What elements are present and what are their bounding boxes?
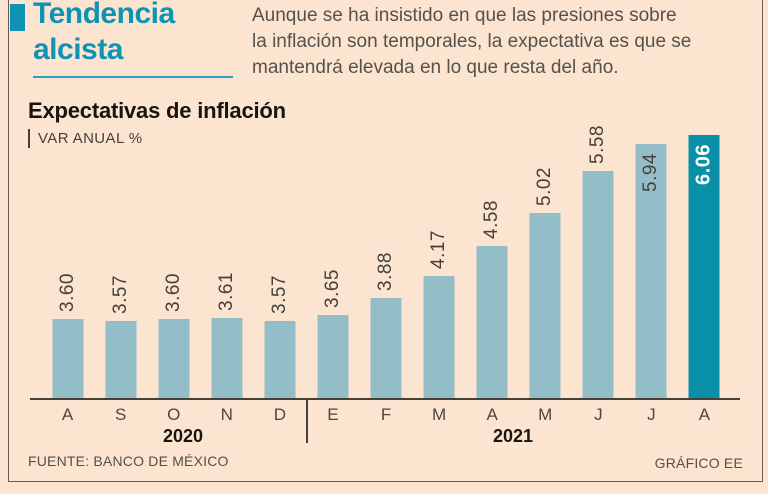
page-title: Tendencia alcista <box>33 0 175 68</box>
month-label: S <box>114 405 127 424</box>
bar <box>529 213 561 399</box>
bar <box>582 171 614 399</box>
bar-slot: 5.58 <box>572 115 625 399</box>
bar-slot: 3.60 <box>147 115 200 399</box>
bar-slot: 3.57 <box>253 115 306 399</box>
page-title-line2: alcista <box>33 33 123 66</box>
month-label: A <box>61 405 74 424</box>
bar <box>264 321 296 399</box>
bar <box>476 246 508 399</box>
bar-slot: 3.61 <box>200 115 253 399</box>
bar-slot: 4.58 <box>466 115 519 399</box>
bar-value-label: 3.57 <box>109 275 131 314</box>
bar-slot: 5.94 <box>625 115 678 399</box>
bar-highlighted <box>688 135 720 399</box>
bar-value-label: 5.94 <box>640 153 662 192</box>
bar <box>211 318 243 399</box>
month-label: J <box>647 405 656 424</box>
bar-value-label: 4.58 <box>481 200 503 239</box>
bar-slot: 4.17 <box>413 115 466 399</box>
month-label: N <box>220 405 233 424</box>
bar-value-label: 3.57 <box>268 275 290 314</box>
bar-value-label: 3.61 <box>215 272 237 311</box>
bar-value-label: 5.02 <box>534 167 556 206</box>
bar <box>317 315 349 399</box>
month-label: J <box>594 405 603 424</box>
bar-value-label: 3.65 <box>321 269 343 308</box>
page-title-line1: Tendencia <box>33 0 175 30</box>
bar-slot: 3.60 <box>41 115 94 399</box>
bar-value-label: 6.06 <box>692 144 715 185</box>
bar-value-label: 3.88 <box>375 252 396 291</box>
bar-slot: 5.02 <box>519 115 572 399</box>
bar-slot: 3.57 <box>94 115 147 399</box>
bar-value-label: 4.17 <box>428 230 450 269</box>
bar <box>52 319 84 399</box>
bar-value-label: 3.60 <box>56 273 78 312</box>
month-label: A <box>486 405 498 424</box>
bar <box>370 298 402 399</box>
chart-subtitle: VAR ANUAL % <box>28 129 142 148</box>
month-label: F <box>380 405 392 424</box>
bar-chart: 3.60 3.57 3.60 3.61 3.57 3.65 3.88 4.17 4.58 5.02… <box>41 115 731 399</box>
month-label: M <box>538 405 553 424</box>
bar-value-label: 3.60 <box>162 273 184 312</box>
bar <box>105 321 137 399</box>
intro-text: Aunque se ha insistido en que las presio… <box>252 3 757 81</box>
graphic-credit: GRÁFICO EE <box>654 455 743 471</box>
intro-line: la inflación son temporales, la expectat… <box>252 31 692 52</box>
x-axis-line <box>30 398 740 400</box>
bar-slot: 6.06 <box>678 115 731 399</box>
bar <box>635 144 667 399</box>
intro-line: Aunque se ha insistido en que las presio… <box>252 5 677 26</box>
intro-line: mantendrá elevada en lo que resta del añ… <box>252 57 619 78</box>
bar-slot: 3.88 <box>359 115 412 399</box>
month-label: D <box>273 405 286 424</box>
headline-underline <box>33 76 233 78</box>
month-label: A <box>698 405 711 424</box>
bar <box>423 276 455 399</box>
month-label: O <box>167 405 181 424</box>
bar-value-label: 5.58 <box>587 125 609 164</box>
month-label: M <box>432 405 447 424</box>
year-divider-line <box>306 399 308 443</box>
chart-title: Expectativas de inflación <box>28 98 286 123</box>
bar-slot: 3.65 <box>306 115 359 399</box>
kicker-marker-icon <box>10 4 25 31</box>
year-label-2021: 2021 <box>492 426 534 446</box>
year-label-2020: 2020 <box>162 426 204 446</box>
source-credit: FUENTE: BANCO DE MÉXICO <box>28 453 229 469</box>
month-label: E <box>327 405 339 424</box>
bar <box>158 319 190 399</box>
